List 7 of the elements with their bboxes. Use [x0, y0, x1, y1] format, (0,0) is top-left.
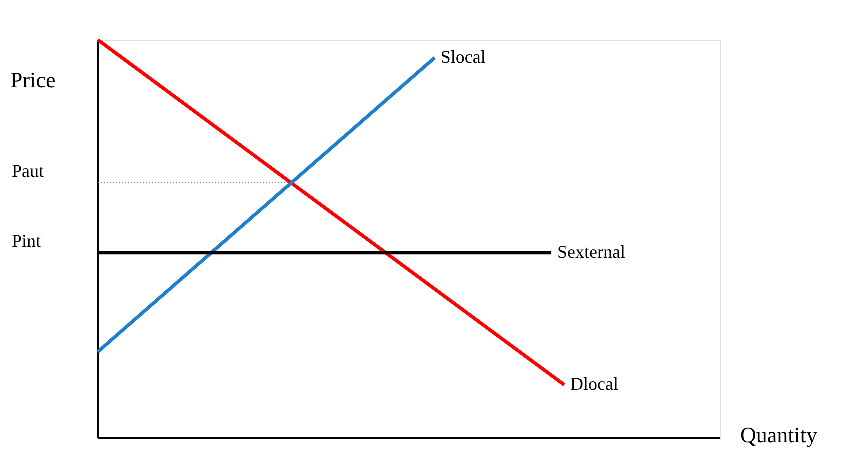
y-axis-title: Price [10, 68, 56, 92]
text: Pint [12, 230, 42, 251]
series-label: Slocal [440, 46, 486, 67]
series-label: Dlocal [570, 374, 618, 394]
x-axis-title: Quantity [740, 422, 818, 448]
series-label: Sexternal [558, 242, 626, 262]
text: Paut [12, 160, 44, 181]
